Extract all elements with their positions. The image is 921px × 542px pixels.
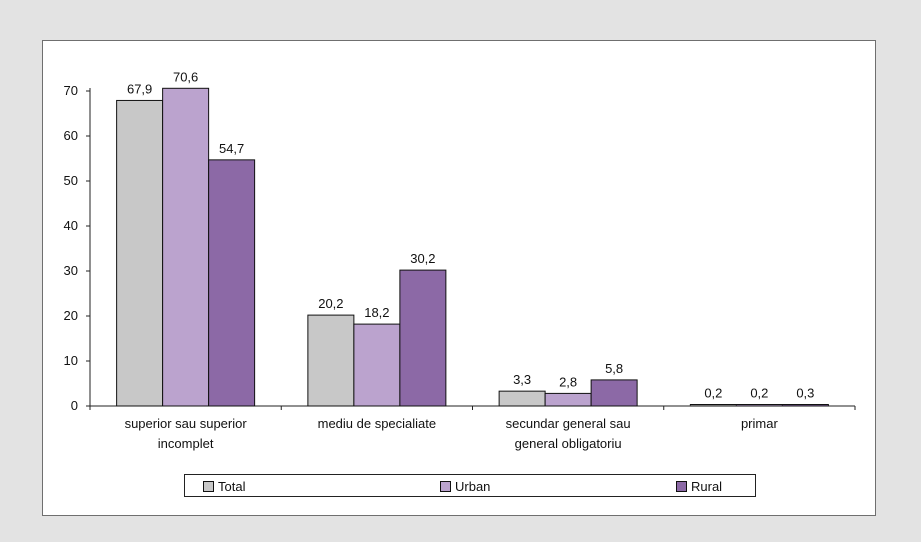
- y-tick-label: 30: [64, 263, 78, 278]
- data-label: 0,3: [796, 386, 814, 401]
- legend: Total Urban Rural: [184, 474, 756, 497]
- x-category-label: primar: [741, 416, 779, 431]
- bar-rural: [590, 379, 638, 407]
- data-label: 0,2: [750, 386, 768, 401]
- y-tick-label: 20: [64, 308, 78, 323]
- x-category-label: secundar general sau: [506, 416, 631, 431]
- data-label: 3,3: [513, 372, 531, 387]
- legend-swatch-total: [203, 480, 214, 492]
- y-tick-label: 0: [71, 398, 78, 413]
- data-label: 2,8: [559, 374, 577, 389]
- data-label: 70,6: [173, 69, 198, 84]
- bar-urban: [162, 87, 210, 407]
- bar-total: [116, 99, 164, 407]
- y-tick-label: 40: [64, 218, 78, 233]
- data-label: 67,9: [127, 81, 152, 96]
- bar-rural: [208, 159, 256, 407]
- bar-rural: [781, 404, 829, 407]
- legend-swatch-urban: [440, 480, 451, 492]
- data-label: 18,2: [364, 305, 389, 320]
- data-label: 0,2: [704, 386, 722, 401]
- bar-total: [498, 390, 546, 407]
- legend-swatch-rural: [676, 480, 687, 492]
- legend-label-rural: Rural: [691, 478, 723, 494]
- x-category-label: general obligatoriu: [515, 436, 622, 451]
- legend-item-urban: Urban: [440, 478, 490, 494]
- x-category-label: incomplet: [158, 436, 214, 451]
- bar-urban: [353, 323, 401, 407]
- legend-label-urban: Urban: [455, 478, 491, 494]
- y-tick-label: 60: [64, 128, 78, 143]
- bar-total: [689, 404, 737, 407]
- bar-urban: [735, 404, 783, 407]
- bar-urban: [544, 392, 592, 407]
- legend-label-total: Total: [218, 478, 246, 494]
- legend-item-rural: Rural: [676, 478, 722, 494]
- x-category-label: superior sau superior: [125, 416, 248, 431]
- y-tick-label: 50: [64, 173, 78, 188]
- bar-rural: [399, 269, 447, 407]
- x-category-label: mediu de specialiate: [318, 416, 437, 431]
- y-tick-label: 70: [64, 83, 78, 98]
- legend-item-total: Total: [203, 478, 245, 494]
- data-label: 20,2: [318, 296, 343, 311]
- bar-total: [307, 314, 355, 407]
- data-label: 5,8: [605, 361, 623, 376]
- y-tick-label: 10: [64, 353, 78, 368]
- data-label: 30,2: [410, 251, 435, 266]
- data-label: 54,7: [219, 141, 244, 156]
